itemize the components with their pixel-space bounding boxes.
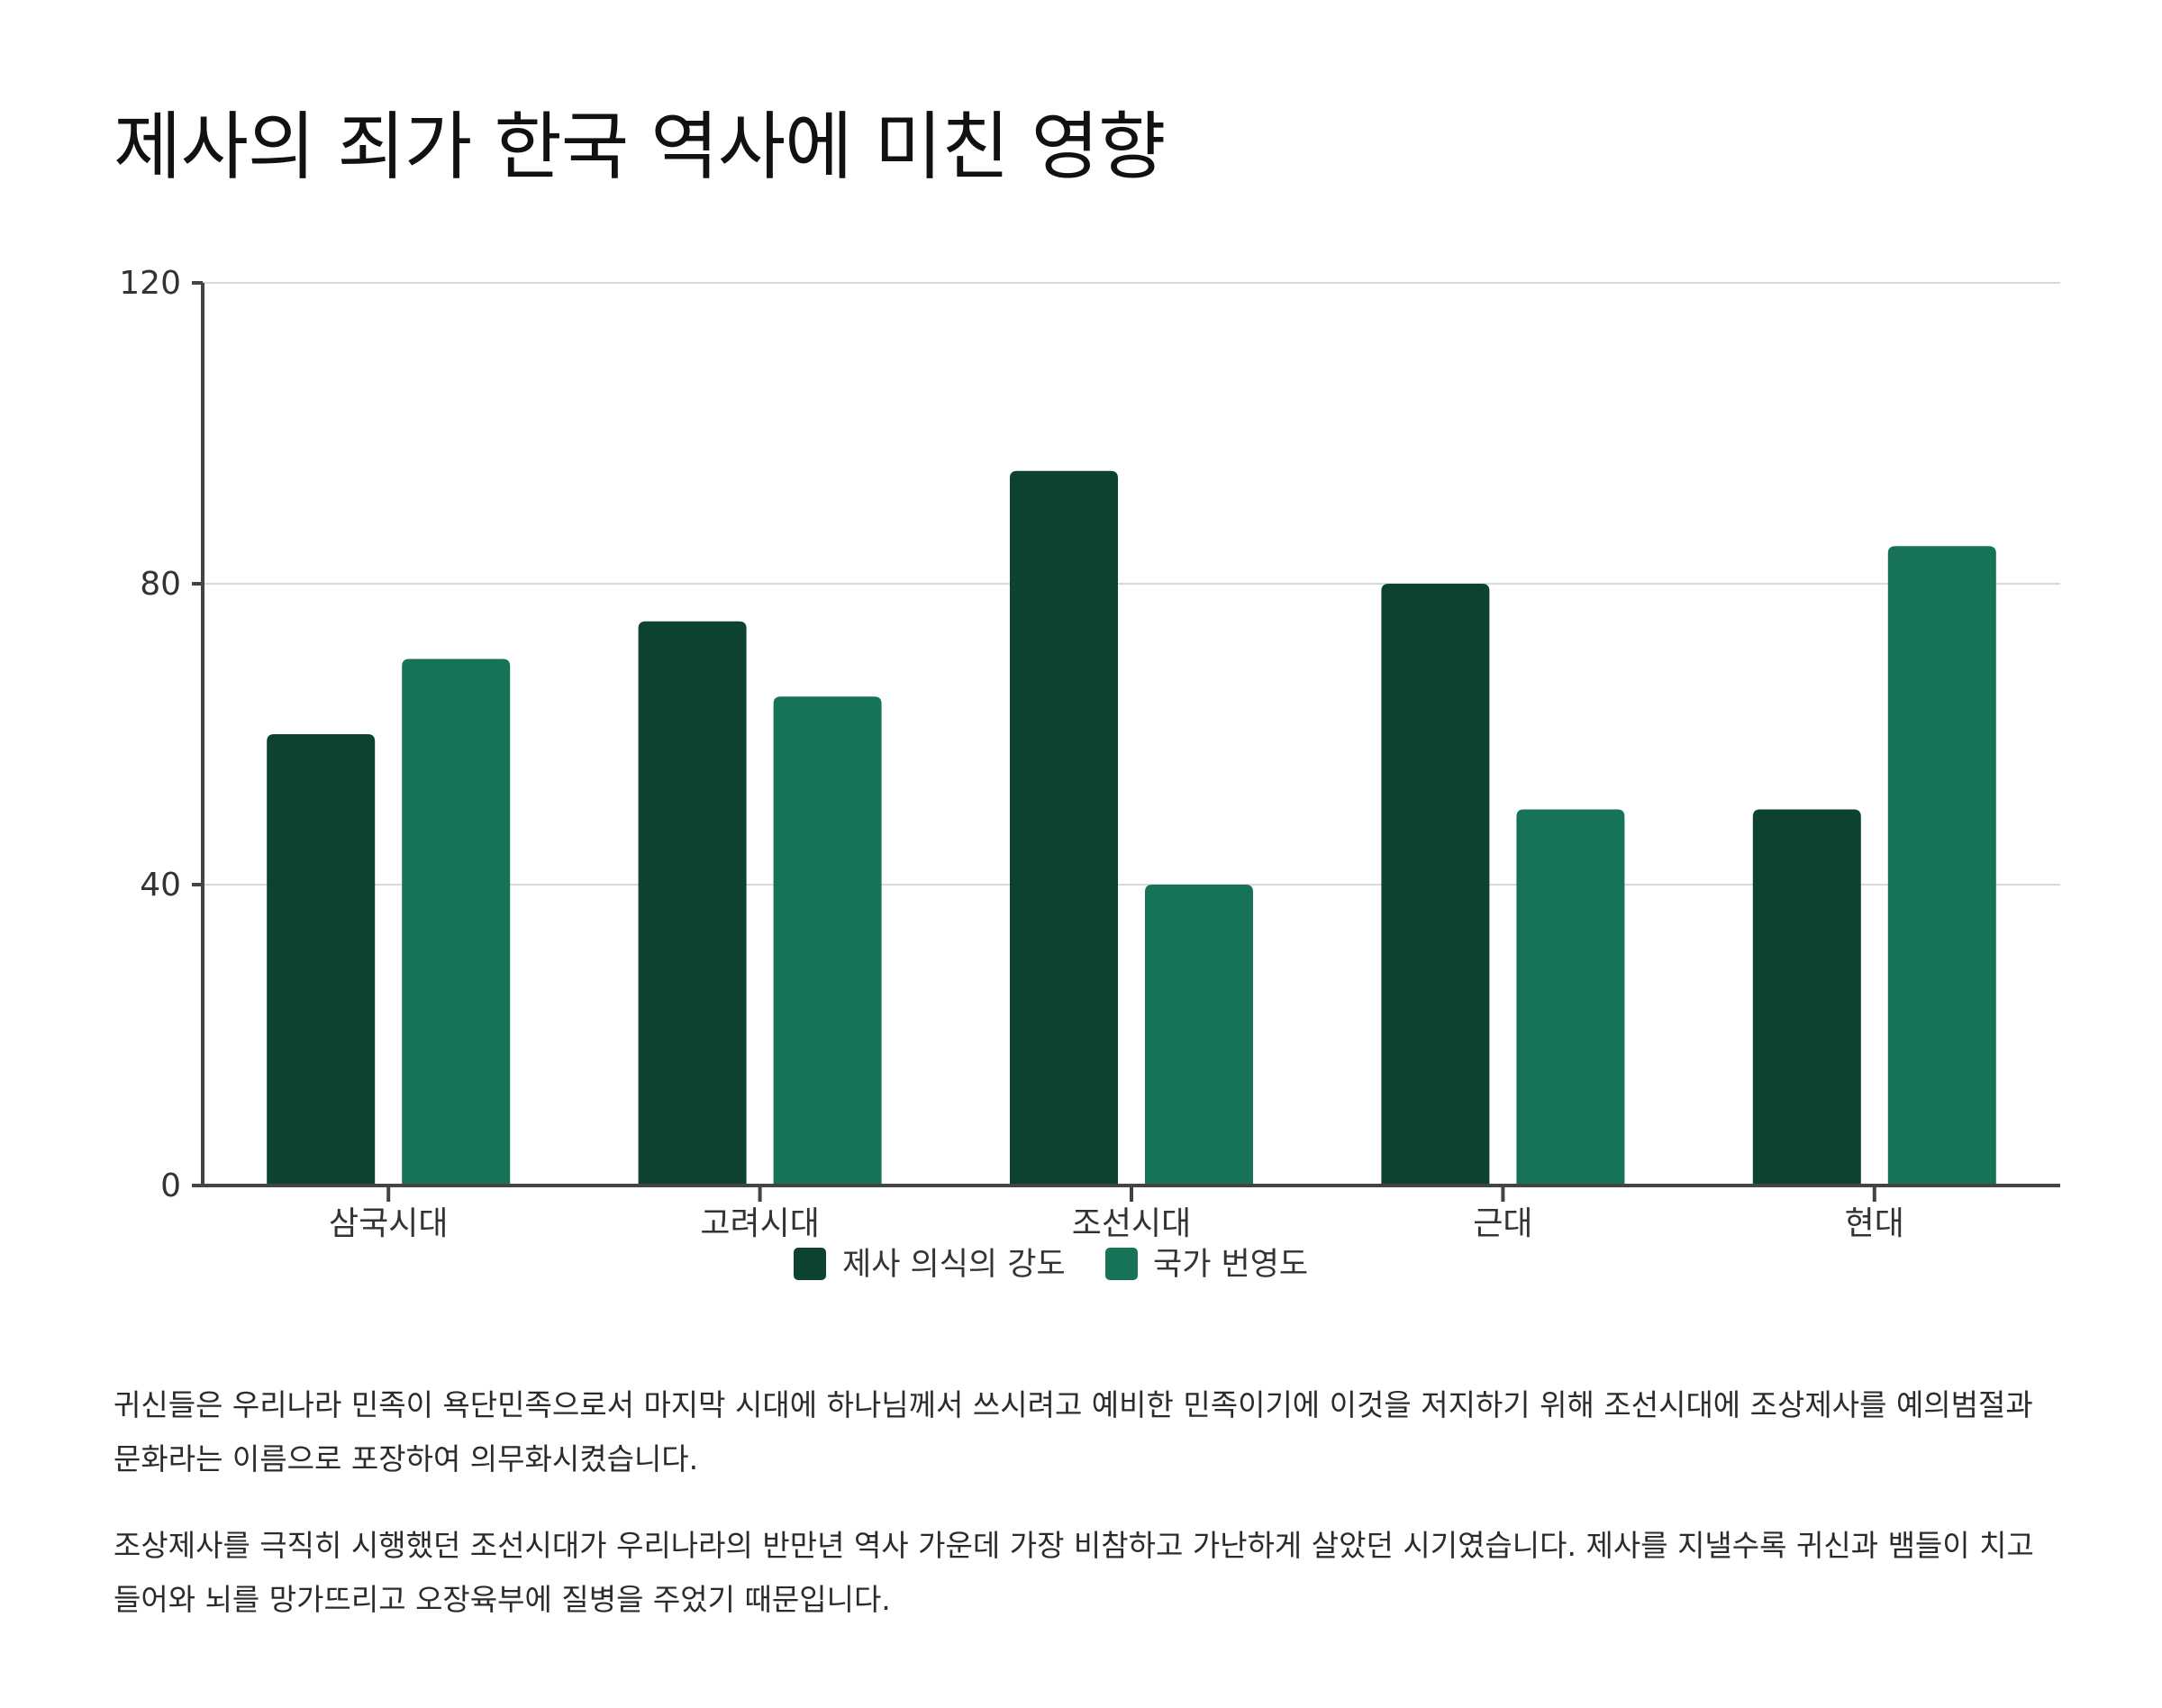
legend-label-1: 국가 번영도 xyxy=(1153,1247,1308,1283)
legend-swatch-0 xyxy=(794,1248,826,1280)
x-tick-label: 삼국시대 xyxy=(329,1205,448,1242)
bar-series-0-1 xyxy=(638,621,747,1186)
x-tick-label: 조선시대 xyxy=(1072,1205,1191,1242)
bar-chart: 0 40 80 120 삼국시대 고려시대 조선시대 근대 현대 제사 의식의 강도 국가 번영… xyxy=(119,265,2060,1283)
x-tick-label: 고려시대 xyxy=(700,1205,819,1242)
bar-series-1-4 xyxy=(1887,546,1996,1186)
x-tick-label: 현대 xyxy=(1845,1205,1904,1242)
y-tick-label: 40 xyxy=(140,867,181,904)
bars xyxy=(267,470,1996,1186)
bar-series-0-4 xyxy=(1752,809,1861,1186)
bar-series-0-0 xyxy=(267,734,376,1186)
y-tick-label: 80 xyxy=(140,566,181,603)
bar-series-1-2 xyxy=(1145,885,1253,1186)
chart-title: 제사의 죄가 한국 역사에 미친 영향 xyxy=(114,104,1166,190)
legend-swatch-1 xyxy=(1105,1248,1138,1280)
legend: 제사 의식의 강도 국가 번영도 xyxy=(794,1247,1308,1283)
description-paragraph-2: 조상제사를 극직히 시행했던 조선시대가 우리나라의 반만년 역사 가운데 가장… xyxy=(114,1528,2034,1617)
bar-series-0-2 xyxy=(1010,470,1118,1186)
description-paragraph-1: 귀신들은 우리나라 민족이 욕단민족으로서 마지막 시대에 하나님께서 쓰시려고… xyxy=(114,1387,2033,1476)
x-axis-ticks: 삼국시대 고려시대 조선시대 근대 현대 xyxy=(329,1186,1904,1242)
x-tick-label: 근대 xyxy=(1473,1205,1532,1242)
gridlines xyxy=(203,282,2060,886)
bar-series-1-0 xyxy=(402,659,511,1186)
y-tick-label: 120 xyxy=(119,265,181,302)
y-tick-label: 0 xyxy=(160,1167,181,1204)
bar-series-1-3 xyxy=(1516,809,1625,1186)
bar-series-1-1 xyxy=(773,696,882,1186)
bar-series-0-3 xyxy=(1381,584,1490,1186)
y-axis-ticks: 0 40 80 120 xyxy=(119,265,203,1204)
legend-label-0: 제사 의식의 강도 xyxy=(842,1247,1066,1283)
